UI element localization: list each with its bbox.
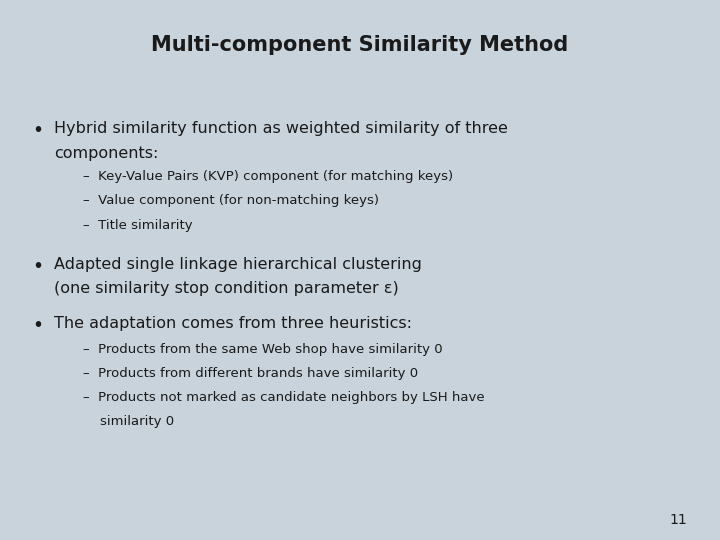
Text: –  Value component (for non-matching keys): – Value component (for non-matching keys…: [83, 194, 379, 207]
Text: •: •: [32, 122, 43, 140]
Text: –  Title similarity: – Title similarity: [83, 219, 192, 232]
Text: Hybrid similarity function as weighted similarity of three: Hybrid similarity function as weighted s…: [54, 122, 508, 137]
Text: •: •: [32, 316, 43, 335]
Text: –  Products from the same Web shop have similarity 0: – Products from the same Web shop have s…: [83, 343, 442, 356]
Text: (one similarity stop condition parameter ε): (one similarity stop condition parameter…: [54, 281, 399, 296]
Text: 11: 11: [670, 512, 688, 526]
Text: •: •: [32, 256, 43, 275]
Text: –  Products not marked as candidate neighbors by LSH have: – Products not marked as candidate neigh…: [83, 392, 485, 404]
Text: Adapted single linkage hierarchical clustering: Adapted single linkage hierarchical clus…: [54, 256, 422, 272]
Text: The adaptation comes from three heuristics:: The adaptation comes from three heuristi…: [54, 316, 412, 331]
Text: –  Products from different brands have similarity 0: – Products from different brands have si…: [83, 367, 418, 380]
Text: –  Key-Value Pairs (KVP) component (for matching keys): – Key-Value Pairs (KVP) component (for m…: [83, 170, 453, 183]
Text: components:: components:: [54, 146, 158, 161]
Text: Multi-component Similarity Method: Multi-component Similarity Method: [151, 35, 569, 55]
Text: similarity 0: similarity 0: [83, 415, 174, 428]
